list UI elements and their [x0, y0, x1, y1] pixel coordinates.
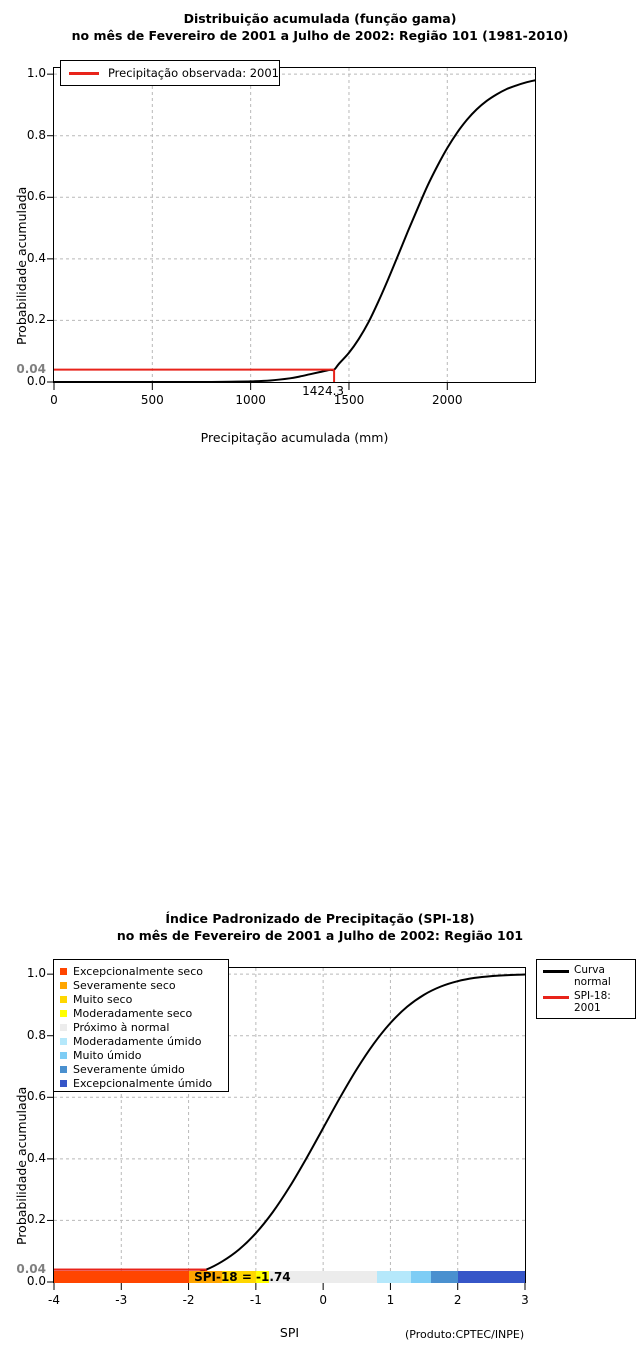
- legend-item: Moderadamente úmido: [60, 1034, 228, 1048]
- observed-value-annotation: 1424.3: [302, 384, 345, 398]
- legend-item: Muito úmido: [60, 1048, 228, 1062]
- cumulative-gamma-chart: Distribuição acumulada (função gama) no …: [0, 0, 640, 450]
- spi-normal-chart: Índice Padronizado de Precipitação (SPI-…: [0, 450, 640, 1341]
- legend-color-swatch: [60, 1051, 67, 1059]
- y-tick-label: 0.6: [26, 189, 46, 204]
- x-tick-label: 1500: [333, 393, 365, 407]
- x-tick-label: 0: [50, 393, 58, 407]
- y-tick-label: 0.0: [26, 1274, 46, 1288]
- x-tick-label: 500: [140, 393, 164, 407]
- highlight-y-tick-label: 0.04: [16, 1261, 46, 1276]
- color-bar-segment: [457, 1271, 525, 1283]
- color-bar-segment: [410, 1271, 431, 1283]
- chart1-legend-label: Precipitação observada: 2001: [107, 66, 279, 80]
- x-tick-label: -2: [182, 1293, 195, 1307]
- chart1-title-line1: Distribuição acumulada (função gama): [183, 11, 457, 26]
- y-tick-label: 0.4: [26, 250, 46, 265]
- legend-item-label: Excepcionalmente úmido: [73, 1076, 213, 1090]
- legend-item: Curva normal: [541, 964, 635, 988]
- legend-item: Moderadamente seco: [60, 1006, 228, 1020]
- chart1-title: Distribuição acumulada (função gama) no …: [0, 10, 640, 44]
- x-tick-label: 2: [453, 1293, 462, 1307]
- chart1-axes: [47, 73, 448, 390]
- legend-item-label: Severamente seco: [73, 978, 176, 992]
- legend-color-swatch: [60, 995, 67, 1003]
- spi-category-legend: Excepcionalmente seco Severamente seco Mui…: [53, 959, 229, 1092]
- y-tick-label: 0.6: [26, 1089, 46, 1104]
- y-tick-label: 0.4: [26, 1150, 46, 1165]
- y-tick-label: 0.2: [26, 1212, 46, 1227]
- chart1-title-line2: no mês de Fevereiro de 2001 a Julho de 2…: [71, 28, 569, 43]
- legend-line-sample: [543, 970, 569, 973]
- legend-line-observed: [69, 71, 99, 75]
- legend-item-label: SPI-18: 2001: [574, 990, 611, 1014]
- legend-color-swatch: [60, 981, 67, 989]
- x-tick-label: 1: [386, 1293, 395, 1307]
- x-tick-label: -1: [249, 1293, 262, 1307]
- x-tick-label: -3: [115, 1293, 128, 1307]
- legend-item-label: Curva normal: [574, 964, 611, 988]
- legend-color-swatch: [60, 967, 67, 975]
- legend-color-swatch: [60, 1037, 67, 1045]
- y-tick-label: 0.8: [26, 127, 46, 142]
- legend-color-swatch: [60, 1009, 67, 1017]
- legend-item-label: Próximo à normal: [73, 1020, 170, 1034]
- x-tick-label: 3: [521, 1293, 529, 1307]
- x-tick-label: 1000: [235, 393, 266, 407]
- y-tick-label: 1.0: [26, 966, 46, 981]
- y-tick-label: 0.0: [26, 374, 46, 388]
- legend-item: Excepcionalmente úmido: [60, 1076, 228, 1090]
- legend-item-label: Excepcionalmente seco: [73, 964, 203, 978]
- color-bar-segment: [430, 1271, 458, 1283]
- y-tick-label: 1.0: [26, 66, 46, 81]
- legend-item: Excepcionalmente seco: [60, 964, 228, 978]
- legend-item: Severamente úmido: [60, 1062, 228, 1076]
- legend-item-label: Moderadamente seco: [73, 1006, 193, 1020]
- y-tick-label: 0.2: [26, 312, 46, 327]
- legend-item: Próximo à normal: [60, 1020, 228, 1034]
- legend-item-label: Moderadamente úmido: [73, 1034, 202, 1048]
- legend-line-sample: [543, 996, 569, 999]
- legend-item: SPI-18: 2001: [541, 990, 635, 1014]
- legend-item: Severamente seco: [60, 978, 228, 992]
- x-tick-label: 0: [319, 1293, 327, 1307]
- legend-item-label: Muito seco: [73, 992, 133, 1006]
- product-credit: (Produto:CPTEC/INPE): [405, 1328, 525, 1341]
- chart2-curve-legend: Curva normal SPI-18: 2001: [536, 959, 636, 1019]
- legend-item: Muito seco: [60, 992, 228, 1006]
- legend-item-label: Muito úmido: [73, 1048, 142, 1062]
- color-bar-segment: [376, 1271, 411, 1283]
- chart1-x-axis-title: Precipitação acumulada (mm): [200, 430, 389, 445]
- x-tick-label: -4: [48, 1293, 60, 1307]
- legend-item-label: Severamente úmido: [73, 1062, 185, 1076]
- highlight-y-tick-label: 0.04: [16, 361, 46, 376]
- y-tick-label: 0.8: [26, 1027, 46, 1042]
- color-bar-segment: [54, 1271, 189, 1283]
- legend-color-swatch: [60, 1079, 67, 1087]
- spi-value-annotation: SPI-18 = -1.74: [194, 1270, 291, 1284]
- x-tick-label: 2000: [432, 393, 463, 407]
- chart1-legend: Precipitação observada: 2001: [60, 60, 280, 86]
- legend-color-swatch: [60, 1065, 67, 1073]
- legend-color-swatch: [60, 1023, 67, 1031]
